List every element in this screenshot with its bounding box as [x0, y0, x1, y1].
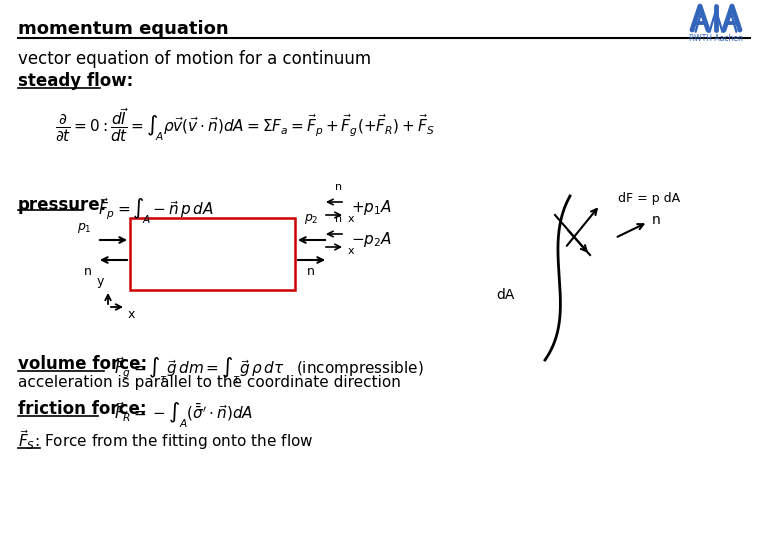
Text: $-p_2A$: $-p_2A$	[351, 230, 392, 249]
Text: n: n	[307, 265, 315, 278]
Text: $\vec{F}_p = \int_{\!A} -\vec{n}\,p\,dA$: $\vec{F}_p = \int_{\!A} -\vec{n}\,p\,dA$	[98, 196, 214, 225]
Text: vector equation of motion for a continuum: vector equation of motion for a continuu…	[18, 50, 371, 68]
Text: acceleration is parallel to the coordinate direction: acceleration is parallel to the coordina…	[18, 375, 401, 390]
Text: friction force:: friction force:	[18, 400, 147, 418]
Text: $p_1$: $p_1$	[78, 221, 92, 235]
Text: x: x	[348, 214, 355, 224]
Text: $\vec{F}_R = -\int_A(\bar{\bar{\sigma}}' \cdot \vec{n})dA$: $\vec{F}_R = -\int_A(\bar{\bar{\sigma}}'…	[114, 400, 253, 430]
Text: $\vec{F}_S$: Force from the fitting onto the flow: $\vec{F}_S$: Force from the fitting onto…	[18, 428, 313, 452]
Text: RWTH Aachen: RWTH Aachen	[689, 34, 743, 43]
Text: $p_2$: $p_2$	[303, 212, 318, 226]
Bar	[130, 218, 295, 290]
Text: n: n	[84, 265, 92, 278]
Polygon shape	[723, 9, 737, 32]
Text: pressure:: pressure:	[18, 196, 108, 214]
Polygon shape	[709, 9, 723, 32]
Text: n: n	[335, 214, 342, 224]
Text: dA: dA	[496, 288, 515, 302]
Text: x: x	[128, 308, 135, 321]
Text: volume force:: volume force:	[18, 355, 147, 373]
Text: y: y	[97, 275, 104, 288]
Text: n: n	[335, 182, 342, 192]
Text: n: n	[652, 213, 660, 227]
Text: dF = p dA: dF = p dA	[618, 192, 680, 205]
Text: x: x	[348, 246, 355, 256]
Text: $+p_1A$: $+p_1A$	[351, 198, 392, 217]
Text: $\dfrac{\partial}{\partial t}=0:\dfrac{d\vec{I}}{dt}=\int_{\!A}\rho\vec{v}(\vec{: $\dfrac{\partial}{\partial t}=0:\dfrac{d…	[55, 106, 435, 144]
Polygon shape	[695, 9, 709, 32]
Text: $\vec{F}_g = \int_\tau \vec{g}\,dm = \int_\tau \vec{g}\,\rho\,d\tau\;$  (incompr: $\vec{F}_g = \int_\tau \vec{g}\,dm = \in…	[114, 355, 424, 384]
Text: steady flow:: steady flow:	[18, 72, 134, 90]
Text: momentum equation: momentum equation	[18, 20, 229, 38]
